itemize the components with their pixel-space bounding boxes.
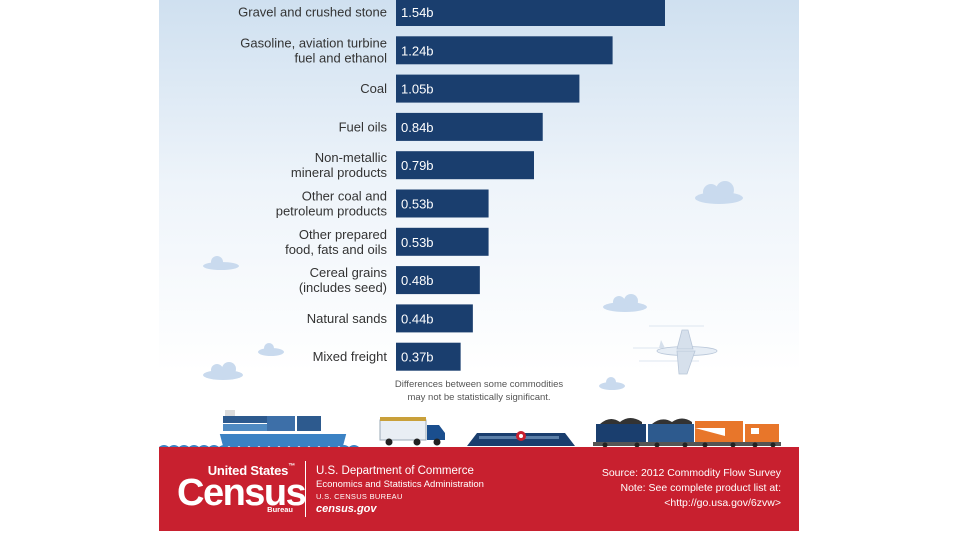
product-list-link[interactable]: <http://go.usa.gov/6zvw> xyxy=(664,497,781,509)
infographic: 1.54b Gravel and crushed stone 1.24b Gasoli… xyxy=(159,0,799,531)
category-label: Fuel oils xyxy=(339,119,388,134)
bar-8 xyxy=(396,304,473,333)
bar-1 xyxy=(396,36,613,65)
note-line: Differences between some commodities xyxy=(395,379,564,390)
category-label: Other prepared food, fats and oils xyxy=(285,227,387,257)
footer-divider xyxy=(305,461,306,517)
bar-value-label: 0.53b xyxy=(401,197,434,212)
note-text: Note: See complete product list at: xyxy=(620,482,782,494)
category-label: Mixed freight xyxy=(313,349,388,364)
logo-bureau: Bureau xyxy=(267,505,293,514)
cloud-icon xyxy=(203,362,243,380)
significance-note: Differences between some commodities may … xyxy=(395,379,564,403)
bar-value-label: 0.37b xyxy=(401,350,434,365)
logo-census-wordmark: Census xyxy=(177,472,307,514)
bar-0 xyxy=(396,0,665,26)
bar-5 xyxy=(396,189,489,218)
administration-name: Economics and Statistics Administration xyxy=(316,479,484,490)
bar-value-label: 1.05b xyxy=(401,82,434,97)
bar-9 xyxy=(396,342,461,371)
source-info: Source: 2012 Commodity Flow Survey Note:… xyxy=(521,466,781,511)
truck-icon xyxy=(379,417,445,446)
cloud-icon xyxy=(695,181,743,204)
bar-value-label: 0.53b xyxy=(401,235,434,250)
category-label: Cereal grains (includes seed) xyxy=(299,265,388,295)
website-link[interactable]: census.gov xyxy=(316,503,377,515)
cloud-icon xyxy=(599,377,625,390)
bars-layer: 1.54b Gravel and crushed stone 1.24b Gasoli… xyxy=(238,0,665,371)
cloud-icon xyxy=(603,294,647,312)
freight-train-icon xyxy=(593,418,781,447)
category-label: Coal xyxy=(360,81,387,96)
bar-value-label: 0.84b xyxy=(401,120,434,135)
bureau-name: U.S. CENSUS BUREAU xyxy=(316,492,403,501)
bar-4 xyxy=(396,151,534,180)
bar-2 xyxy=(396,74,580,103)
department-info: U.S. Department of Commerce Economics an… xyxy=(316,464,556,516)
category-label: Natural sands xyxy=(307,311,388,326)
airplane-icon xyxy=(633,325,718,375)
pipeline-icon xyxy=(467,431,575,446)
category-label: Gravel and crushed stone xyxy=(238,5,387,20)
logo-united-states: United States™ xyxy=(207,463,295,478)
category-label: Gasoline, aviation turbine fuel and ethan… xyxy=(240,35,387,65)
bar-value-label: 1.54b xyxy=(401,5,434,20)
cloud-icon xyxy=(258,343,284,356)
bar-value-label: 0.48b xyxy=(401,273,434,288)
bar-6 xyxy=(396,227,489,256)
cargo-ship-icon xyxy=(219,410,347,446)
bar-value-label: 1.24b xyxy=(401,43,434,58)
bar-value-label: 0.79b xyxy=(401,158,434,173)
bar-7 xyxy=(396,266,480,295)
bar-3 xyxy=(396,112,543,141)
bar-chart: 1.54b Gravel and crushed stone 1.24b Gasoli… xyxy=(159,0,781,447)
department-name: U.S. Department of Commerce xyxy=(316,465,474,477)
category-label: Other coal and petroleum products xyxy=(276,189,388,219)
source-text: Source: 2012 Commodity Flow Survey xyxy=(601,467,781,479)
note-line: may not be statistically significant. xyxy=(407,392,550,403)
footer: United States™ Census Bureau U.S. Depart… xyxy=(159,447,799,531)
bar-value-label: 0.44b xyxy=(401,311,434,326)
cloud-icon xyxy=(203,256,239,270)
category-label: Non-metallic mineral products xyxy=(291,150,388,180)
census-logo: United States™ Census Bureau xyxy=(177,463,307,519)
